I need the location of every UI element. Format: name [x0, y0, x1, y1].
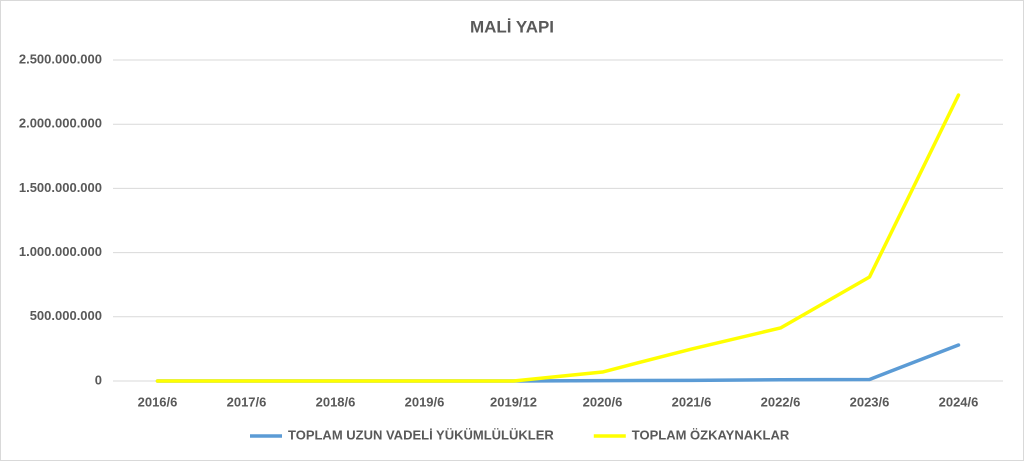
x-tick-label: 2022/6	[761, 394, 801, 409]
x-tick-label: 2018/6	[316, 394, 356, 409]
y-tick-label: 2.000.000.000	[19, 116, 102, 131]
x-tick-label: 2020/6	[583, 394, 623, 409]
x-tick-label: 2024/6	[939, 394, 979, 409]
series-line	[155, 93, 961, 383]
x-tick-label: 2016/6	[138, 394, 178, 409]
x-tick-label: 2023/6	[850, 394, 890, 409]
x-tick-label: 2019/6	[405, 394, 445, 409]
chart-title: MALİ YAPI	[470, 17, 554, 36]
legend-label: TOPLAM UZUN VADELİ YÜKÜMLÜLÜKLER	[288, 427, 554, 442]
y-tick-label: 1.000.000.000	[19, 244, 102, 259]
x-tick-label: 2021/6	[672, 394, 712, 409]
y-tick-label: 2.500.000.000	[19, 51, 102, 66]
y-tick-label: 500.000.000	[30, 308, 102, 323]
x-tick-label: 2019/12	[490, 394, 537, 409]
y-tick-label: 0	[95, 372, 102, 387]
legend-label: TOPLAM ÖZKAYNAKLAR	[632, 427, 790, 442]
x-tick-label: 2017/6	[227, 394, 267, 409]
y-tick-label: 1.500.000.000	[19, 180, 102, 195]
